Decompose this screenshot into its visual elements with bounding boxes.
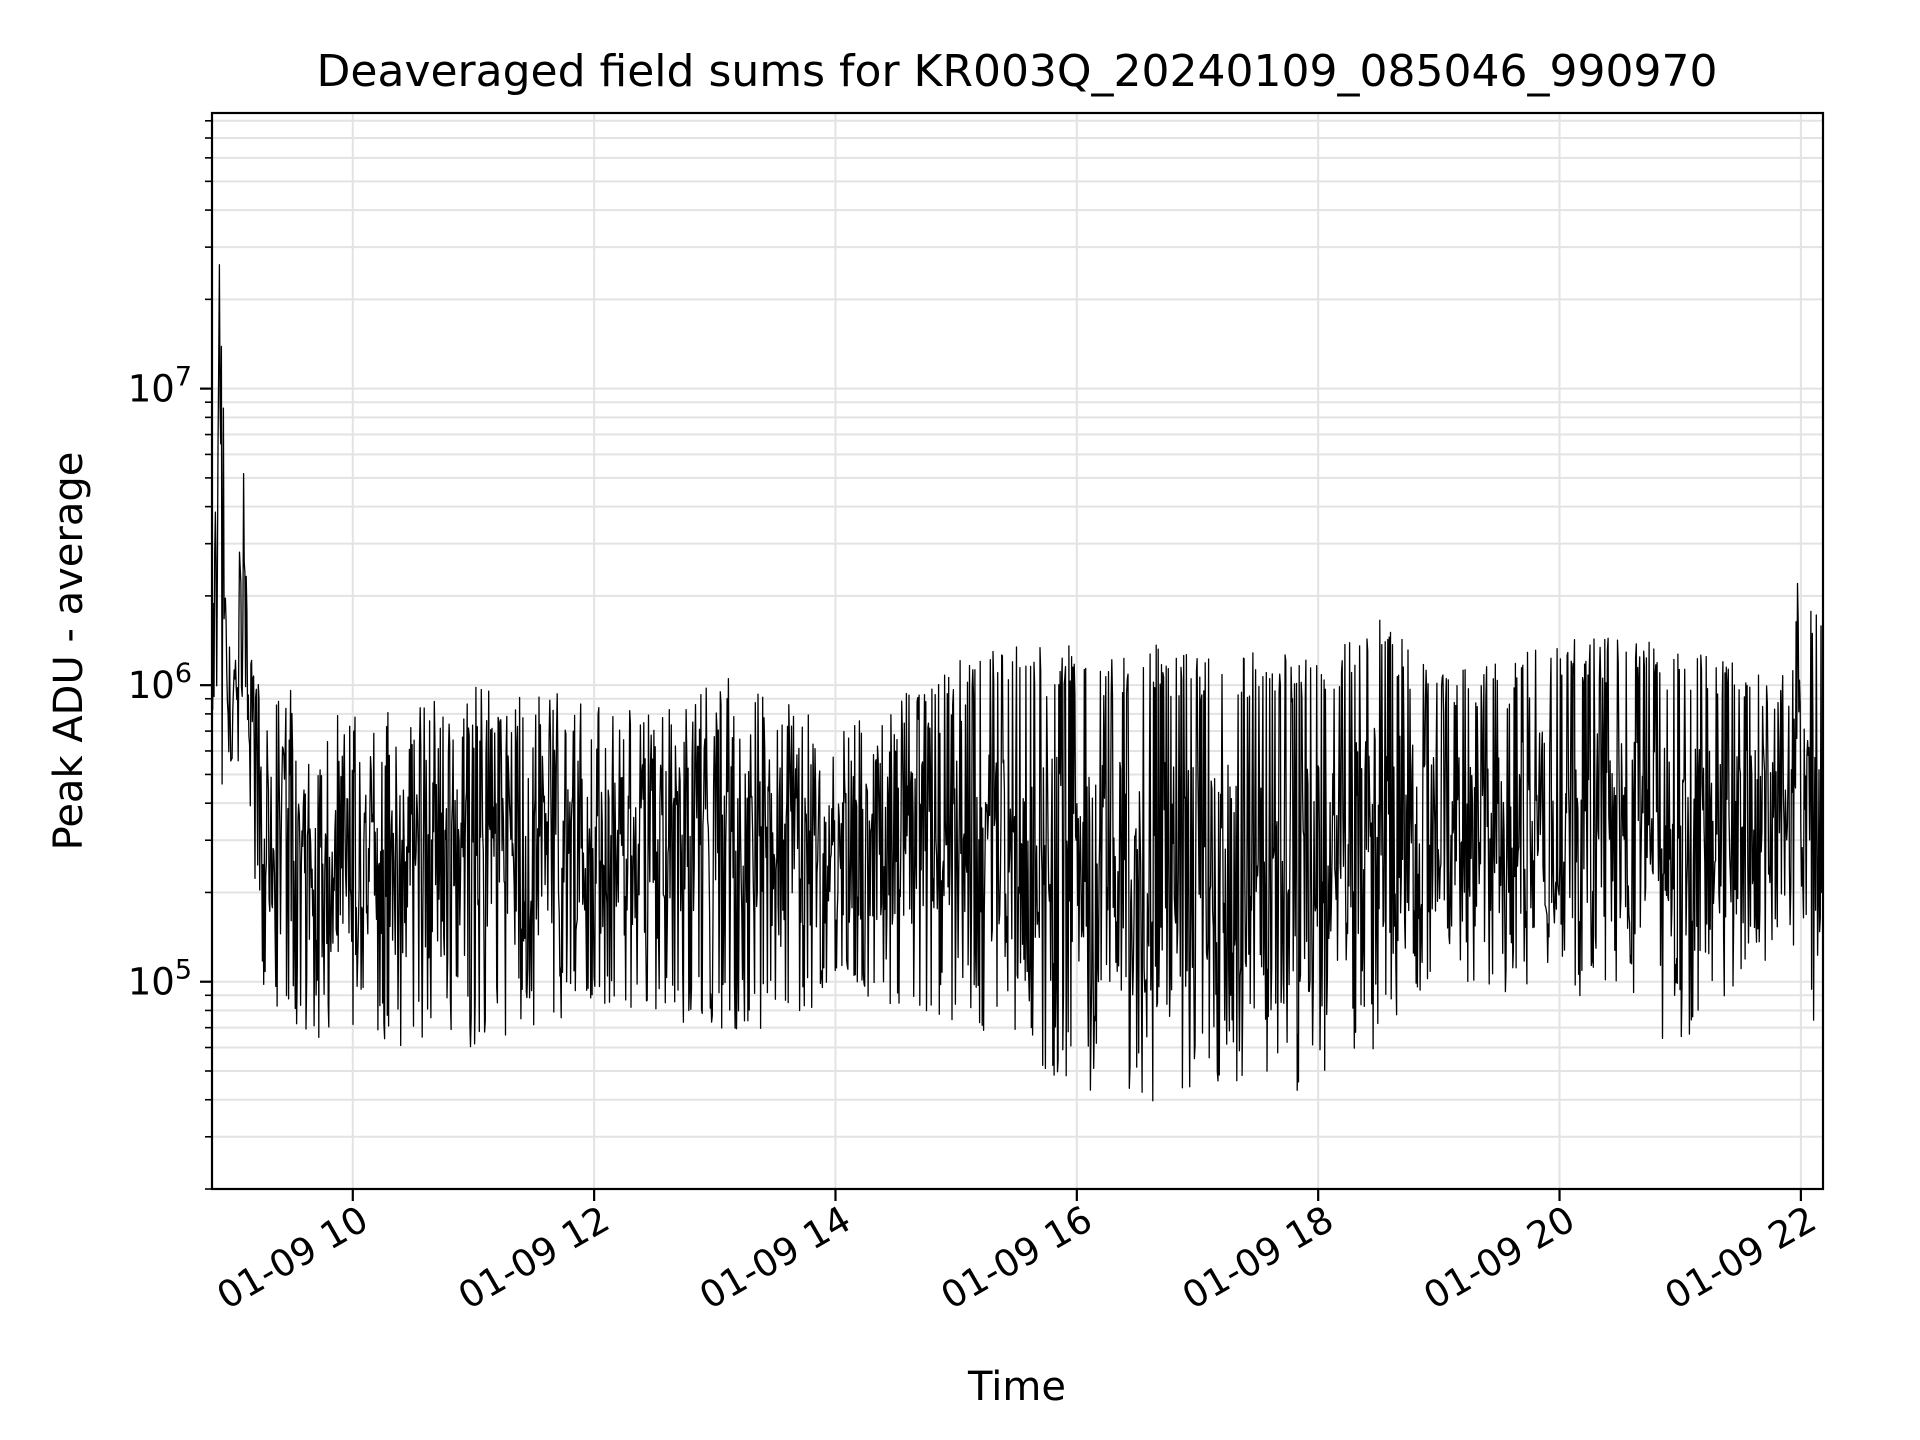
series-line: [211, 264, 1824, 1102]
y-tick-label: 105: [128, 955, 192, 1004]
x-tick-label: 01-09 16: [934, 1198, 1100, 1318]
x-tick-label: 01-09 10: [210, 1198, 376, 1318]
chart-title: Deaveraged field sums for KR003Q_2024010…: [317, 46, 1718, 97]
grid: [212, 113, 1823, 1190]
y-axis: 105 106 107: [128, 120, 212, 1190]
x-tick-label: 01-09 22: [1658, 1198, 1824, 1318]
y-tick-label: 107: [128, 362, 192, 411]
x-axis-label: Time: [967, 1364, 1066, 1410]
x-tick-label: 01-09 20: [1416, 1198, 1582, 1318]
x-axis: 01-09 10 01-09 12 01-09 14 01-09 16 01-09 18…: [210, 1189, 1824, 1318]
y-tick-label: 106: [128, 658, 192, 707]
data-series: [211, 264, 1824, 1102]
plot-frame: [210, 111, 1825, 1191]
x-tick-label: 01-09 12: [451, 1198, 617, 1318]
x-tick-label: 01-09 18: [1175, 1198, 1341, 1318]
x-tick-label: 01-09 14: [692, 1198, 858, 1318]
y-axis-label: Peak ADU - average: [46, 452, 92, 851]
